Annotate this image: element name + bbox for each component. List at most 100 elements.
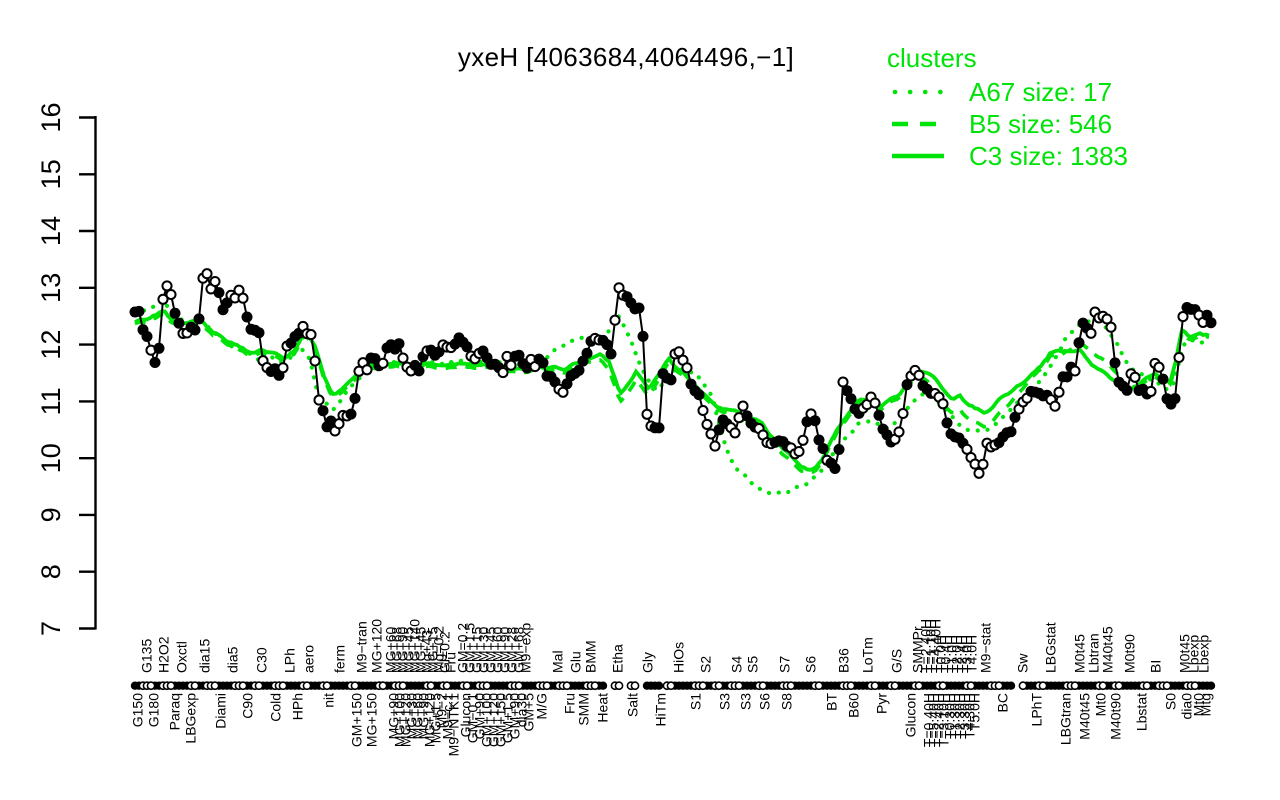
svg-text:M9−NTK1: M9−NTK1: [446, 693, 462, 757]
svg-text:MG+120: MG+120: [398, 693, 414, 747]
svg-text:G180: G180: [146, 693, 162, 727]
svg-text:Sw: Sw: [1015, 653, 1031, 673]
svg-text:T1.30H: T1.30H: [947, 693, 963, 739]
svg-text:T4.0H: T4.0H: [964, 635, 980, 673]
svg-text:Mal: Mal: [550, 650, 566, 673]
svg-text:S1: S1: [688, 693, 704, 710]
svg-text:M9−2: M9−2: [434, 693, 450, 729]
svg-text:MG+140: MG+140: [407, 619, 423, 673]
svg-text:Paraq: Paraq: [167, 693, 183, 730]
svg-text:G135: G135: [139, 639, 155, 673]
svg-text:16: 16: [36, 102, 66, 132]
svg-text:G150: G150: [130, 693, 146, 727]
svg-text:dia15: dia15: [197, 639, 213, 673]
svg-text:S4: S4: [729, 656, 745, 673]
svg-text:T0.0H: T0.0H: [933, 635, 949, 673]
svg-text:MG+45: MG+45: [413, 626, 429, 673]
svg-text:9: 9: [36, 507, 66, 522]
svg-text:LBGtran: LBGtran: [1058, 693, 1074, 745]
svg-text:GM+150: GM+150: [493, 693, 509, 747]
svg-text:GM+15: GM+15: [469, 626, 485, 673]
svg-text:Etha: Etha: [610, 644, 626, 673]
svg-text:S0: S0: [1163, 693, 1179, 710]
svg-text:BMM: BMM: [583, 640, 599, 673]
svg-text:Mg=0.2: Mg=0.2: [431, 626, 447, 673]
svg-text:dia30: dia30: [514, 693, 530, 727]
svg-text:HPh: HPh: [290, 693, 306, 720]
svg-text:B36: B36: [836, 648, 852, 673]
svg-text:Lbtran: Lbtran: [1086, 633, 1102, 673]
svg-text:clusters: clusters: [887, 43, 977, 73]
svg-text:M0t45: M0t45: [1177, 634, 1193, 673]
svg-text:GM+1.5: GM+1.5: [500, 693, 516, 743]
svg-text:Glu: Glu: [568, 651, 584, 673]
svg-text:Cold: Cold: [268, 693, 284, 722]
svg-text:Lbstat: Lbstat: [1134, 693, 1150, 731]
svg-text:SMMPr: SMMPr: [910, 626, 926, 673]
svg-text:MG+90: MG+90: [395, 626, 411, 673]
svg-text:LoTm: LoTm: [860, 637, 876, 673]
svg-text:GM+45: GM+45: [483, 626, 499, 673]
svg-text:LBGexp: LBGexp: [183, 693, 199, 744]
svg-text:GM+68: GM+68: [511, 626, 527, 673]
svg-text:GM=0.2: GM=0.2: [455, 623, 471, 673]
svg-text:Mg+43: Mg+43: [419, 630, 435, 673]
svg-text:M40t45: M40t45: [1077, 693, 1093, 740]
svg-text:A67 size: 17: A67 size: 17: [969, 77, 1112, 107]
svg-text:Lbexp: Lbexp: [1186, 635, 1202, 673]
svg-text:MG+120: MG+120: [369, 619, 385, 673]
svg-text:GM−0.1: GM−0.1: [465, 693, 481, 743]
svg-text:LBGstat: LBGstat: [1043, 622, 1059, 673]
svg-text:8: 8: [36, 564, 66, 579]
svg-text:GM+120: GM+120: [486, 693, 502, 747]
svg-text:Mtg: Mtg: [1198, 693, 1214, 716]
svg-text:14: 14: [36, 216, 66, 246]
svg-text:MG+150: MG+150: [364, 693, 380, 747]
svg-text:T4.30H: T4.30H: [962, 693, 978, 739]
svg-text:GM+28: GM+28: [504, 626, 520, 673]
svg-text:BT: BT: [824, 693, 840, 711]
svg-text:11: 11: [36, 387, 66, 415]
svg-text:GM+5: GM+5: [521, 693, 537, 732]
svg-text:GM+1.5: GM+1.5: [462, 623, 478, 673]
svg-text:Glucon: Glucon: [903, 693, 919, 737]
svg-text:12: 12: [36, 330, 66, 360]
svg-text:T=1.10H: T=1.10H: [923, 619, 939, 673]
svg-text:GM+90: GM+90: [472, 693, 488, 740]
svg-text:M9−tran: M9−tran: [354, 621, 370, 673]
svg-text:T2.30H: T2.30H: [952, 693, 968, 739]
svg-text:MG+1.5: MG+1.5: [428, 693, 444, 743]
svg-text:LPhT: LPhT: [1029, 693, 1045, 727]
svg-text:dia0: dia0: [1179, 693, 1195, 720]
svg-text:B5 size: 546: B5 size: 546: [969, 109, 1112, 139]
svg-text:MG+100: MG+100: [392, 693, 408, 747]
svg-text:13: 13: [36, 273, 66, 303]
svg-text:GM+150: GM+150: [349, 693, 365, 747]
svg-text:M40t90: M40t90: [1108, 693, 1124, 740]
svg-text:S5: S5: [745, 656, 761, 673]
svg-text:C90: C90: [240, 693, 256, 719]
svg-text:S6: S6: [803, 656, 819, 673]
svg-text:GM+90: GM+90: [507, 693, 523, 740]
svg-text:10: 10: [36, 443, 66, 473]
svg-text:T0.30H: T0.30H: [942, 693, 958, 739]
svg-text:Mt0: Mt0: [1191, 693, 1207, 717]
svg-text:GM+30: GM+30: [476, 626, 492, 673]
svg-text:M9−stat: M9−stat: [978, 623, 994, 673]
svg-text:T=4.40H: T=4.40H: [928, 619, 944, 673]
svg-text:Lbexp: Lbexp: [1196, 635, 1212, 673]
svg-text:S3: S3: [717, 693, 733, 710]
svg-text:T=3.10H: T=3.10H: [936, 693, 952, 747]
svg-text:MG+45: MG+45: [401, 626, 417, 673]
svg-text:LPh: LPh: [282, 648, 298, 673]
svg-text:GM+60: GM+60: [490, 626, 506, 673]
svg-text:M0t45: M0t45: [1072, 634, 1088, 673]
svg-text:T=0.40H: T=0.40H: [921, 693, 937, 747]
svg-text:aero: aero: [301, 645, 317, 673]
svg-text:T=2.40H: T=2.40H: [931, 693, 947, 747]
svg-text:T=5.40H: T=5.40H: [926, 693, 942, 747]
svg-text:S3: S3: [738, 693, 754, 710]
svg-text:Diami: Diami: [213, 693, 229, 729]
svg-text:MG+90: MG+90: [416, 693, 432, 740]
svg-text:Oxctl: Oxctl: [174, 641, 190, 673]
